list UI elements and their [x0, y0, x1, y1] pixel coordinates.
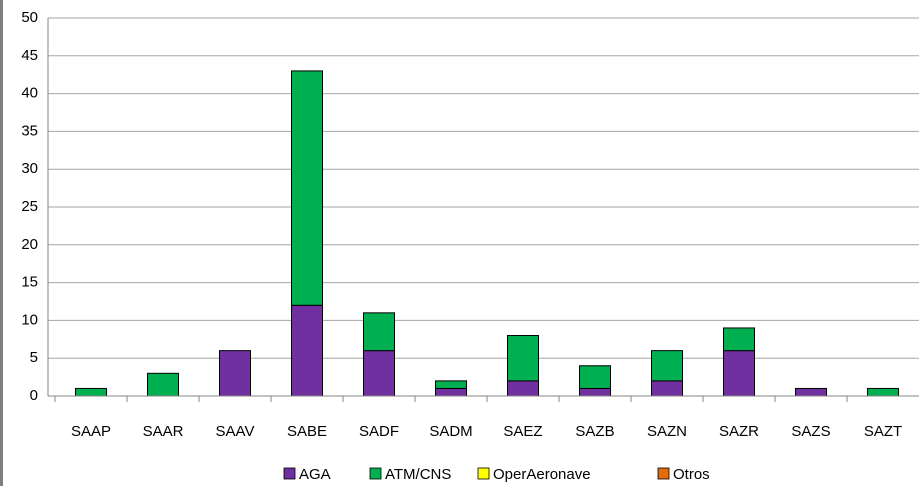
- bar-segment: [795, 387, 827, 397]
- y-tick-label: 20: [21, 236, 38, 253]
- bar-segment: [651, 350, 683, 382]
- y-tick-label: 0: [30, 387, 38, 404]
- bar-segment: [291, 304, 323, 397]
- y-tick-label: 15: [21, 274, 38, 291]
- x-tick-label: SAAR: [143, 423, 184, 440]
- x-tick-label: SAZR: [719, 423, 759, 440]
- x-tick-label: SADM: [429, 423, 472, 440]
- bar-segment: [651, 380, 683, 397]
- x-tick-label: SAAP: [71, 423, 111, 440]
- y-tick-label: 5: [30, 349, 38, 366]
- bar-segment: [579, 387, 611, 397]
- x-tick-label: SAZT: [864, 423, 902, 440]
- bar-segment: [579, 365, 611, 389]
- bar-segment: [75, 387, 107, 397]
- y-tick-label: 35: [21, 122, 38, 139]
- legend-label: ATM/CNS: [385, 466, 451, 483]
- bar-segment: [435, 380, 467, 389]
- bar-segment: [723, 350, 755, 397]
- legend-swatch: [657, 467, 670, 480]
- bar-segment: [723, 327, 755, 352]
- y-tick-label: 25: [21, 198, 38, 215]
- x-tick-label: SAEZ: [503, 423, 542, 440]
- bar-segment: [867, 387, 899, 397]
- bar-segment: [219, 350, 251, 397]
- bar-segment: [507, 380, 539, 397]
- legend-swatch: [477, 467, 490, 480]
- legend-swatch: [283, 467, 296, 480]
- x-tick-label: SADF: [359, 423, 399, 440]
- bar-segment: [435, 387, 467, 397]
- x-tick-label: SABE: [287, 423, 327, 440]
- y-tick-label: 50: [21, 9, 38, 26]
- legend-label: OperAeronave: [493, 466, 591, 483]
- y-tick-label: 30: [21, 160, 38, 177]
- y-tick-label: 10: [21, 311, 38, 328]
- bar-segment: [363, 350, 395, 397]
- legend-label: AGA: [299, 466, 331, 483]
- x-tick-label: SAAV: [216, 423, 255, 440]
- frame-edge: [0, 0, 3, 486]
- bar-segment: [507, 335, 539, 382]
- bar-segment: [147, 372, 179, 397]
- y-tick-label: 40: [21, 85, 38, 102]
- x-tick-label: SAZB: [575, 423, 614, 440]
- x-tick-label: SAZN: [647, 423, 687, 440]
- legend-swatch: [369, 467, 382, 480]
- bar-segment: [291, 70, 323, 306]
- x-tick-label: SAZS: [791, 423, 830, 440]
- bar-segment: [363, 312, 395, 352]
- y-tick-label: 45: [21, 47, 38, 64]
- legend-label: Otros: [673, 466, 710, 483]
